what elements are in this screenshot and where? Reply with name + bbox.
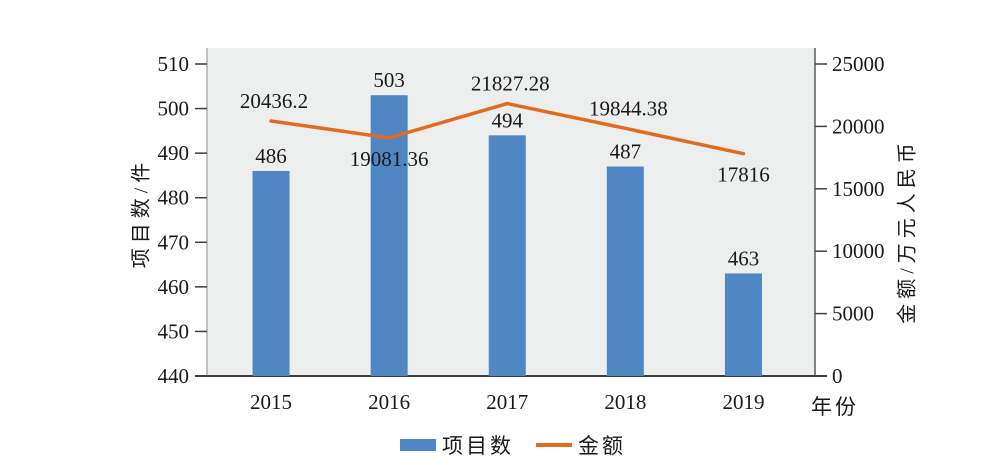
- line-series: [269, 101, 746, 156]
- bar: [606, 166, 644, 376]
- right-axis-tick-label: 20000: [832, 114, 885, 138]
- legend-item-bars: 项目数: [400, 430, 514, 460]
- x-axis-tick-label: 2017: [486, 390, 528, 414]
- x-axis-tick-label: 2018: [604, 390, 646, 414]
- x-axis-tick-label: 2019: [722, 390, 764, 414]
- right-axis-tick-label: 5000: [832, 302, 874, 326]
- bar-swatch-icon: [400, 439, 436, 451]
- x-axis-tick-label: 2016: [368, 390, 410, 414]
- right-axis-tick-label: 10000: [832, 239, 885, 263]
- right-axis-title: 金额/万元人民币: [896, 138, 919, 324]
- legend-item-line: 金额: [536, 430, 626, 460]
- right-axis-tick-label: 25000: [832, 52, 885, 76]
- right-axis-tick-label: 0: [832, 364, 843, 388]
- legend-label-line: 金额: [578, 434, 626, 458]
- line-swatch-icon: [536, 443, 572, 447]
- bar: [488, 135, 526, 376]
- bar: [370, 95, 408, 376]
- bar-value-label: 487: [610, 140, 642, 164]
- bar-value-label: 463: [728, 246, 760, 270]
- bar-value-label: 503: [373, 68, 405, 92]
- bar: [252, 170, 290, 376]
- left-axis-tick-label: 470: [158, 230, 190, 254]
- left-axis-tick-label: 490: [158, 141, 190, 165]
- left-axis-tick-label: 510: [158, 52, 190, 76]
- legend: 项目数 金额: [400, 430, 626, 460]
- left-axis-tick-label: 450: [158, 319, 190, 343]
- bar: [724, 273, 762, 376]
- bar-value-label: 494: [492, 108, 524, 132]
- line-value-label: 19844.38: [589, 96, 668, 120]
- left-axis-title: 项目数/件: [130, 157, 153, 269]
- line-value-label: 19081.36: [350, 147, 429, 171]
- right-axis-tick-label: 15000: [832, 177, 885, 201]
- left-axis-tick-label: 500: [158, 97, 190, 121]
- x-axis-title: 年份: [811, 395, 859, 419]
- x-axis-tick-label: 2015: [250, 390, 292, 414]
- line-value-label: 21827.28: [471, 72, 550, 96]
- bar-value-label: 486: [255, 144, 287, 168]
- legend-label-bars: 项目数: [442, 434, 514, 458]
- left-axis-tick-label: 440: [158, 364, 190, 388]
- left-axis-tick-label: 460: [158, 275, 190, 299]
- left-axis-tick-label: 480: [158, 186, 190, 210]
- line-value-label: 20436.2: [240, 89, 308, 113]
- line-value-label: 17816: [717, 163, 770, 187]
